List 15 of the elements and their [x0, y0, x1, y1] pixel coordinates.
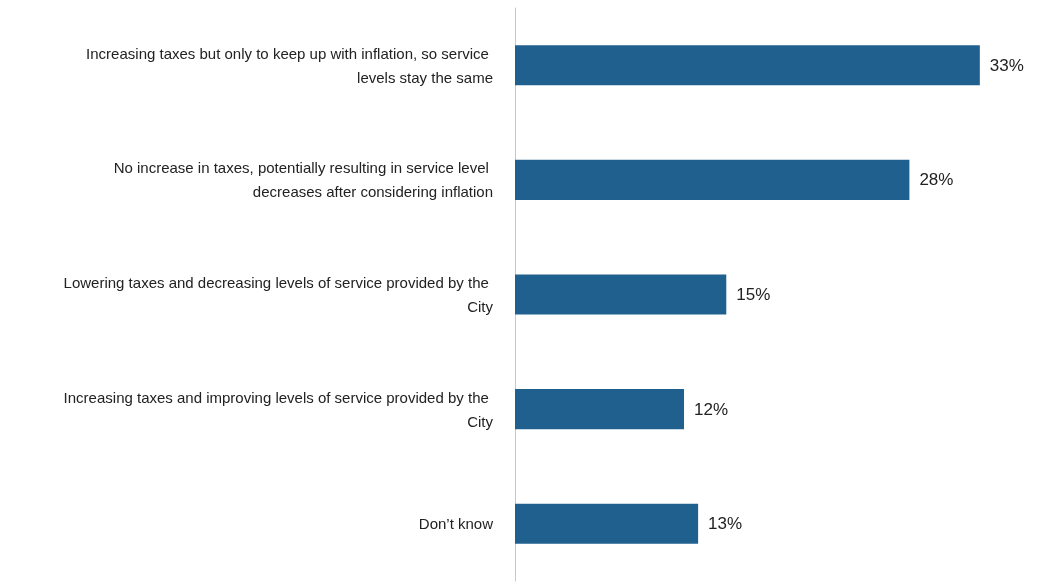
y-tick-label: Don’t know [418, 515, 494, 533]
data-label: 15% [736, 285, 771, 304]
bar [515, 45, 980, 86]
bar [515, 274, 727, 315]
y-tick-label: Increasing taxes and improving levels of service provided by the City [63, 388, 494, 430]
data-label: 33% [989, 55, 1024, 75]
bar [515, 159, 910, 200]
y-tick-label: No increase in taxes, potentially resulting in service level decreases after considering inflation [113, 159, 493, 201]
y-tick-label: Increasing taxes but only to keep up with inflation, so service levels stay the same [86, 44, 493, 86]
bar [515, 503, 699, 544]
data-label: 13% [708, 514, 743, 534]
data-label: 12% [694, 399, 729, 419]
data-label: 28% [919, 170, 954, 190]
y-tick-label: Lowering taxes and decreasing levels of service provided by the City [63, 274, 494, 315]
bar [515, 389, 685, 430]
